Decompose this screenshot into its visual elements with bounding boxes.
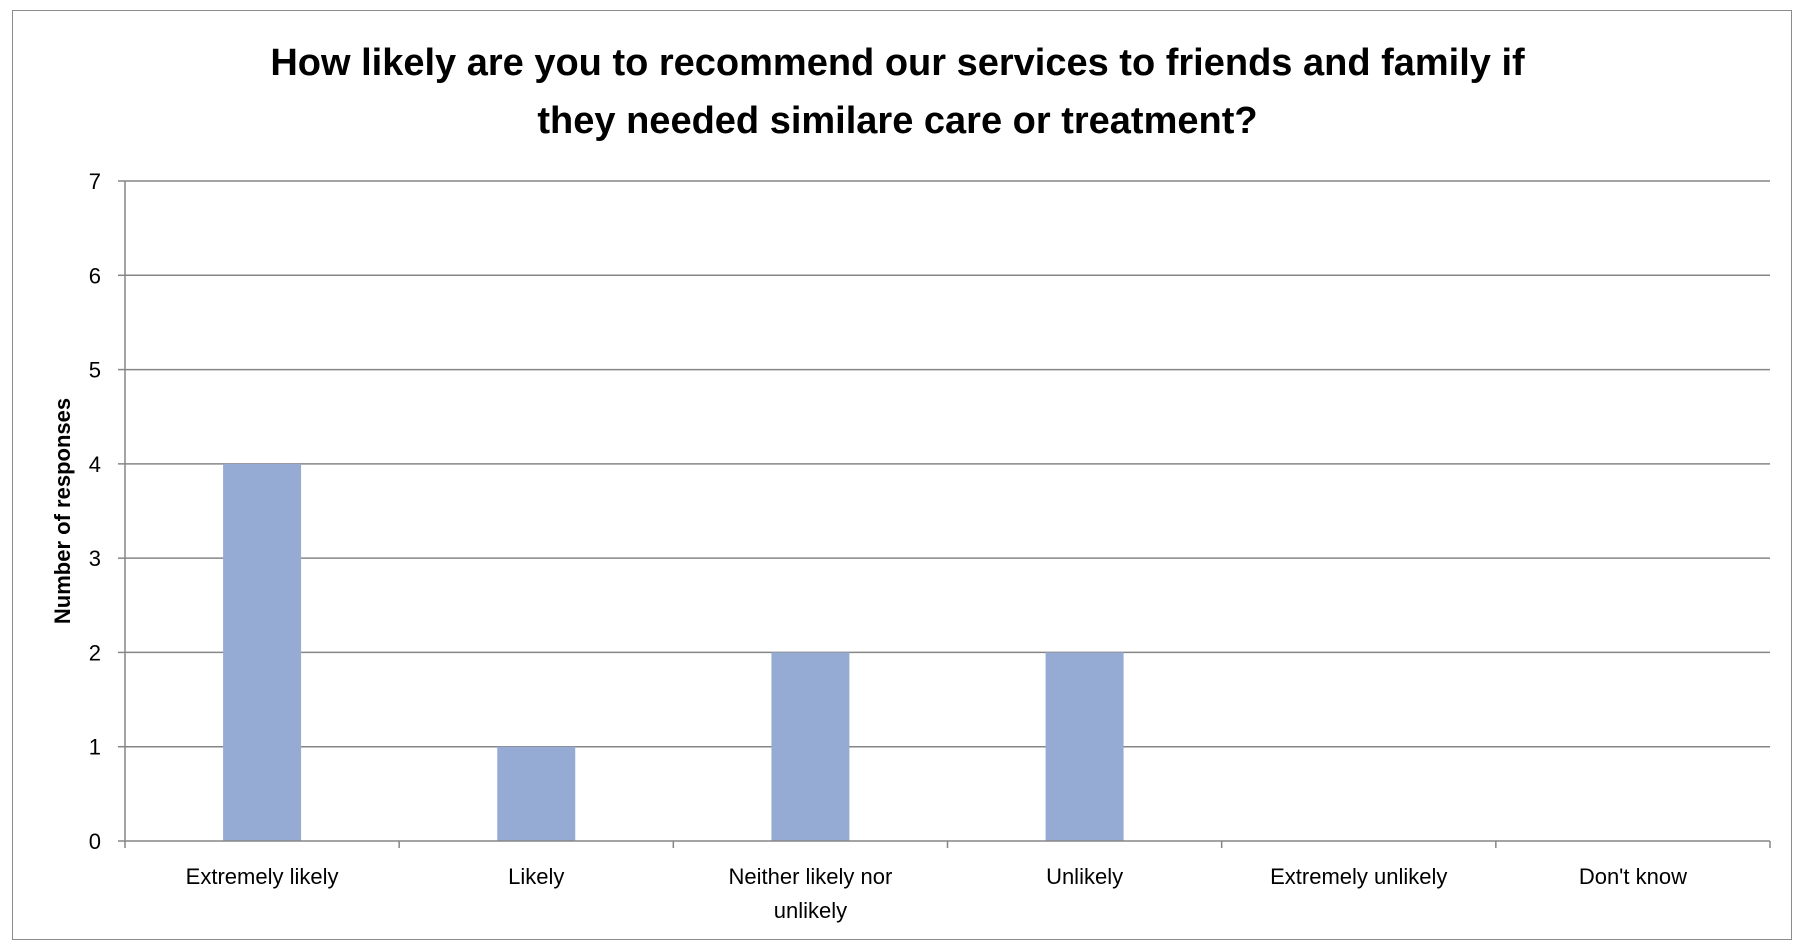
y-tick-label: 6: [89, 263, 101, 288]
x-category-label: Extremely likely: [186, 864, 339, 889]
axes: [118, 180, 1771, 848]
y-tick-label: 0: [89, 829, 101, 854]
bar: [771, 652, 850, 841]
chart-frame: [12, 10, 1792, 940]
x-category-label: Unlikely: [1046, 864, 1123, 889]
y-tick-label: 4: [89, 452, 101, 477]
gridlines: [125, 180, 1770, 748]
y-tick-label: 5: [89, 358, 101, 383]
x-category-label: Don't know: [1579, 864, 1687, 889]
chart-title-line-1: How likely are you to recommend our serv…: [270, 42, 1525, 84]
x-category-label: Neither likely nor unlikely: [728, 864, 892, 923]
y-tick-label: 3: [89, 546, 101, 571]
bars: [223, 463, 1124, 841]
y-tick-labels: 0 1 2 3 4 5 6 7: [89, 169, 101, 854]
x-category-label: Extremely unlikely: [1270, 864, 1447, 889]
x-category-label: Likely: [508, 864, 564, 889]
bar: [223, 463, 302, 841]
bar: [497, 746, 576, 841]
chart-title: How likely are you to recommend our serv…: [0, 34, 1795, 150]
y-tick-label: 7: [89, 169, 101, 194]
y-axis-label: Number of responses: [50, 398, 75, 624]
bar: [1045, 652, 1124, 841]
y-tick-label: 2: [89, 640, 101, 665]
y-tick-label: 1: [89, 735, 101, 760]
x-category-labels: Extremely likely Likely Neither likely nor…: [186, 864, 1687, 923]
chart-title-line-2: they needed similare care or treatment?: [537, 100, 1258, 142]
